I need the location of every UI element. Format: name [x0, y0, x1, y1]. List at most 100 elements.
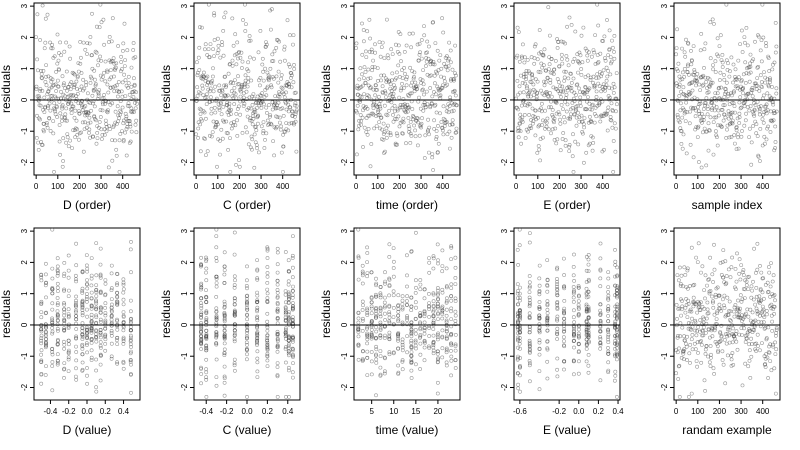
data-point [52, 101, 57, 106]
data-point [682, 75, 687, 79]
data-point [283, 310, 288, 315]
data-point [129, 390, 133, 395]
data-point [608, 55, 613, 60]
data-point [404, 43, 409, 48]
data-point [120, 105, 125, 110]
data-point [62, 346, 67, 351]
data-point [74, 310, 78, 315]
data-point [435, 288, 440, 293]
data-point [34, 84, 39, 89]
data-point [218, 55, 223, 60]
data-point [544, 68, 549, 73]
data-point [586, 340, 591, 345]
data-point [365, 132, 370, 137]
data-point [736, 75, 741, 80]
data-point [732, 89, 736, 94]
data-point [598, 284, 603, 289]
data-point [615, 274, 619, 279]
data-point [699, 165, 704, 170]
data-point [598, 256, 603, 261]
data-point [555, 77, 560, 81]
data-point [613, 334, 617, 339]
data-point [555, 305, 560, 310]
data-point [615, 329, 619, 334]
data-point [85, 366, 89, 370]
data-point [435, 351, 440, 356]
data-point [755, 332, 760, 337]
data-point [260, 62, 265, 67]
data-point [413, 340, 418, 345]
data-point [121, 341, 126, 346]
data-point [444, 348, 449, 353]
data-point [685, 268, 690, 273]
data-point [718, 78, 722, 82]
data-point [238, 55, 243, 60]
data-point [695, 72, 700, 76]
data-point [562, 343, 566, 348]
data-point [606, 306, 611, 311]
data-point [103, 79, 108, 84]
data-point [290, 109, 295, 114]
data-point [50, 42, 55, 47]
data-point [706, 327, 711, 332]
data-point [405, 284, 409, 289]
data-point [294, 109, 299, 114]
data-point [245, 342, 249, 347]
data-point [774, 326, 779, 330]
data-point [420, 116, 424, 121]
data-point [209, 134, 214, 139]
data-point [79, 130, 84, 135]
data-point [85, 332, 89, 337]
data-points [674, 241, 779, 399]
data-point [435, 150, 440, 155]
data-point [764, 111, 769, 116]
data-point [74, 334, 79, 339]
data-point [436, 124, 440, 128]
data-point [604, 65, 609, 70]
data-point [204, 346, 209, 351]
data-point [611, 45, 615, 50]
data-point [571, 59, 575, 64]
data-point [517, 243, 522, 248]
data-point [754, 122, 759, 127]
data-point [767, 265, 771, 269]
data-point [275, 394, 280, 399]
data-point [535, 57, 540, 62]
data-point [677, 85, 681, 89]
data-point [520, 115, 525, 120]
data-point [55, 264, 60, 269]
data-point [360, 308, 365, 312]
data-point [414, 116, 419, 120]
data-point [405, 75, 410, 79]
data-point [292, 67, 297, 71]
data-point [555, 317, 559, 322]
data-point [39, 358, 44, 363]
data-point [244, 336, 249, 341]
data-point [121, 359, 126, 364]
data-point [746, 71, 751, 76]
data-point [424, 56, 429, 60]
data-point [365, 106, 370, 111]
data-point [98, 353, 103, 358]
data-point [389, 88, 394, 93]
data-point [615, 284, 620, 289]
data-point [222, 304, 227, 309]
data-point [750, 88, 755, 93]
data-point [286, 365, 291, 370]
data-point [768, 78, 772, 82]
data-point [74, 279, 79, 284]
data-point [272, 153, 277, 158]
data-point [43, 283, 48, 288]
data-point [728, 318, 732, 322]
data-point [42, 129, 46, 134]
data-point [434, 134, 439, 139]
data-point [608, 115, 613, 119]
data-point [89, 329, 94, 334]
data-point [744, 25, 749, 30]
data-point [702, 114, 707, 119]
data-point [53, 112, 58, 117]
data-point [607, 47, 612, 52]
data-point [204, 259, 209, 264]
data-point [440, 306, 445, 311]
data-point [682, 265, 687, 270]
